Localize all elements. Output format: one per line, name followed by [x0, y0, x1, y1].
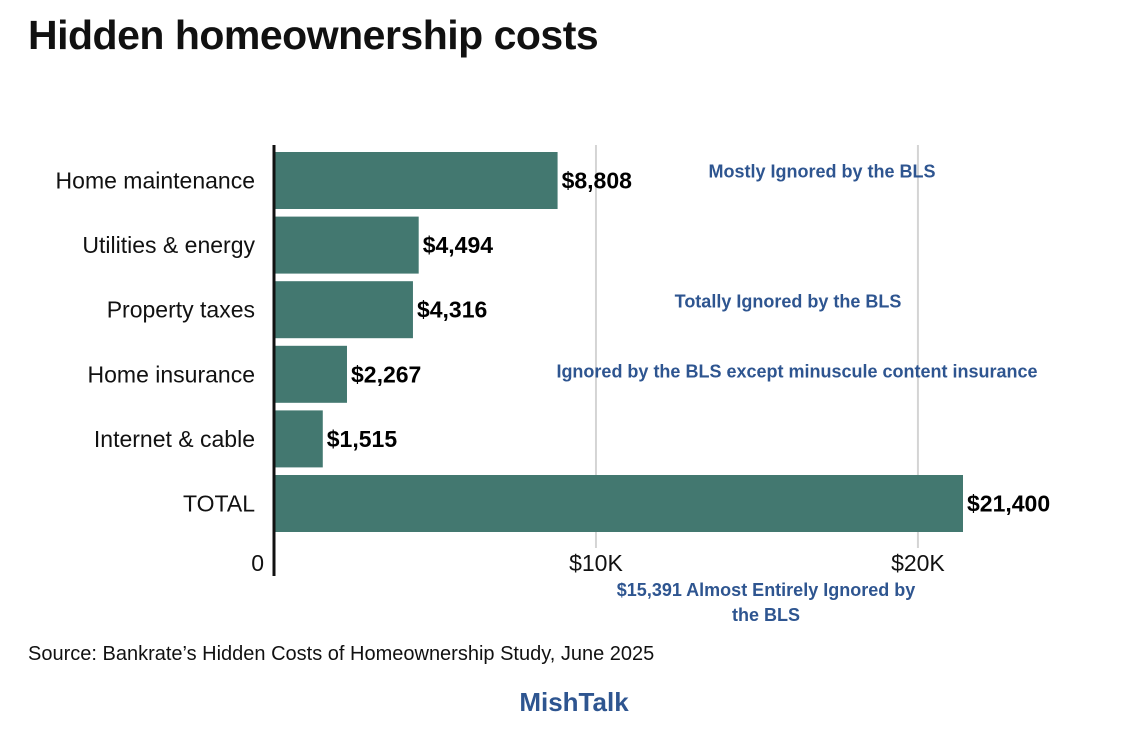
category-label-5: TOTAL: [183, 491, 255, 517]
category-labels: Home maintenance Utilities & energy Proper…: [56, 168, 256, 517]
annotation-1: Totally Ignored by the BLS: [675, 292, 902, 312]
x-tick-label-2: $20K: [891, 550, 945, 576]
category-label-4: Internet & cable: [94, 426, 255, 452]
chart-title: Hidden homeownership costs: [28, 12, 599, 58]
category-label-1: Utilities & energy: [82, 232, 255, 258]
value-label-2: $4,316: [417, 297, 487, 323]
category-label-0: Home maintenance: [56, 168, 255, 194]
annotation-0: Mostly Ignored by the BLS: [708, 162, 935, 182]
value-label-1: $4,494: [423, 232, 494, 258]
annotations: Mostly Ignored by the BLS Totally Ignored…: [556, 162, 1037, 626]
bar-4: [274, 410, 323, 468]
category-label-3: Home insurance: [88, 361, 255, 387]
bar-1: [274, 216, 419, 274]
value-label-3: $2,267: [351, 361, 421, 387]
brand-label: MishTalk: [519, 687, 629, 717]
bar-2: [274, 281, 413, 339]
annotation-2: Ignored by the BLS except minuscule cont…: [556, 361, 1037, 381]
bar-5: [274, 475, 963, 532]
value-label-4: $1,515: [327, 426, 398, 452]
value-labels: $8,808 $4,494 $4,316 $2,267 $1,515 $21,400: [327, 168, 1050, 517]
x-tick-label-0: 0: [251, 550, 264, 576]
value-label-5: $21,400: [967, 491, 1050, 517]
value-label-0: $8,808: [562, 168, 633, 194]
bar-0: [274, 152, 558, 209]
x-tick-labels: 0 $10K $20K: [251, 550, 945, 576]
x-tick-label-1: $10K: [569, 550, 623, 576]
bar-chart: Home maintenance Utilities & energy Proper…: [56, 145, 1050, 626]
category-label-2: Property taxes: [107, 297, 255, 323]
annotation-3: $15,391 Almost Entirely Ignored by: [617, 580, 915, 600]
bar-3: [274, 345, 347, 403]
source-note: Source: Bankrate’s Hidden Costs of Homeo…: [28, 643, 655, 665]
bars: [274, 152, 963, 532]
annotation-4: the BLS: [732, 605, 800, 625]
